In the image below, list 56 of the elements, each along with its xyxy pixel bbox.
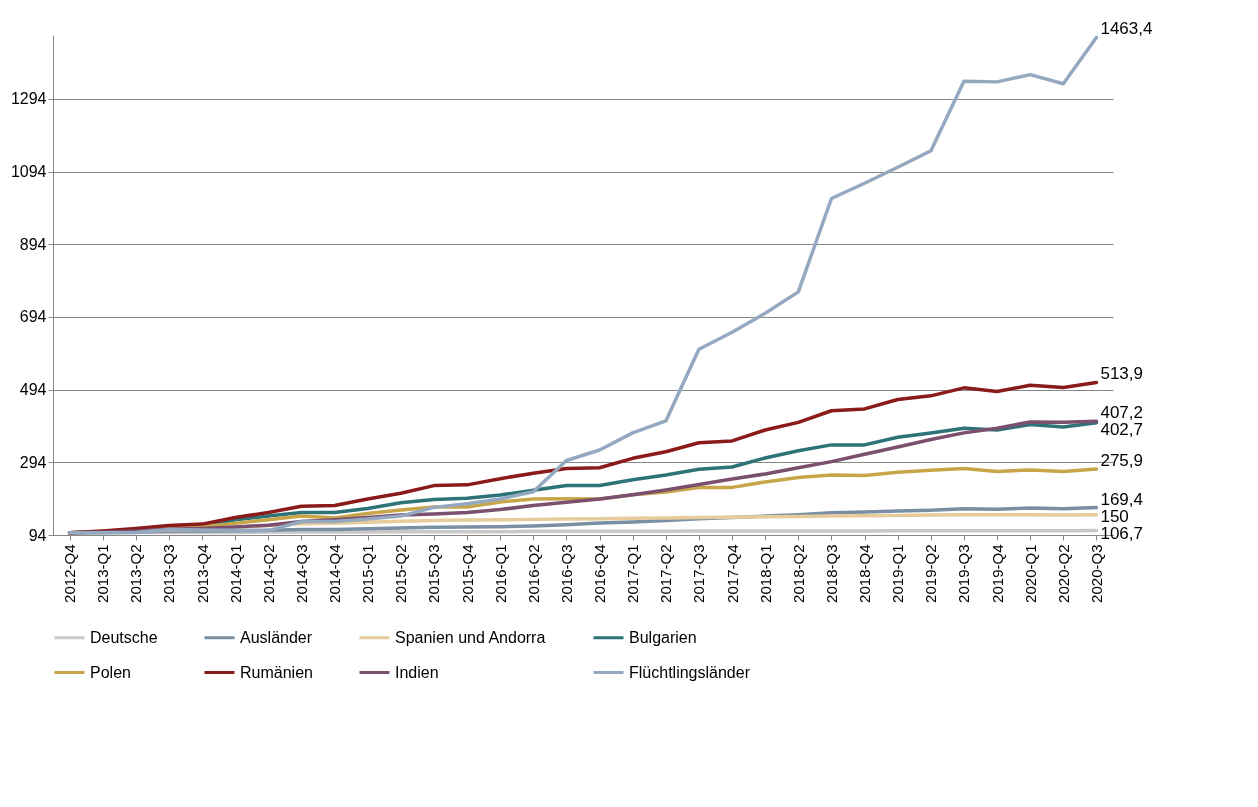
y-tick-label: 294 — [19, 453, 47, 471]
x-tick-label: 2015-Q1 — [359, 544, 377, 603]
data-label: 169,4 — [1100, 489, 1143, 509]
x-tick-label: 2013-Q4 — [193, 544, 211, 603]
x-tick-label: 2013-Q2 — [127, 544, 145, 603]
legend-label: Spanien und Andorra — [395, 628, 546, 646]
x-tick-label: 2015-Q2 — [392, 544, 410, 603]
x-tick-label: 2013-Q3 — [160, 544, 178, 603]
legend-label: Deutsche — [90, 628, 158, 646]
y-tick-label: 94 — [28, 526, 47, 544]
data-label: 150 — [1100, 506, 1129, 526]
y-tick-label: 494 — [19, 381, 47, 399]
x-tick-label: 2014-Q1 — [226, 544, 244, 603]
legend-label: Flüchtlingsländer — [629, 663, 751, 681]
data-label: 275,9 — [1100, 450, 1143, 470]
x-tick-label: 2016-Q3 — [557, 544, 575, 603]
x-tick-label: 2015-Q3 — [425, 544, 443, 603]
data-label: 1463,4 — [1100, 19, 1153, 39]
data-label: 402,7 — [1100, 420, 1143, 440]
x-tick-label: 2017-Q1 — [624, 544, 642, 603]
x-tick-label: 2013-Q1 — [94, 544, 112, 603]
x-tick-label: 2020-Q1 — [1021, 544, 1039, 603]
x-tick-label: 2015-Q4 — [458, 544, 476, 603]
y-tick-label: 1294 — [10, 90, 47, 108]
data-label: 106,7 — [1100, 523, 1143, 543]
x-tick-label: 2016-Q4 — [591, 544, 609, 603]
x-tick-label: 2019-Q2 — [922, 544, 940, 603]
x-tick-label: 2018-Q2 — [789, 544, 807, 603]
data-label: 407,2 — [1100, 403, 1143, 423]
x-tick-label: 2016-Q1 — [491, 544, 509, 603]
x-tick-label: 2016-Q2 — [524, 544, 542, 603]
x-tick-label: 2018-Q4 — [856, 544, 874, 603]
legend-label: Indien — [395, 663, 439, 681]
x-tick-label: 2014-Q2 — [259, 544, 277, 603]
legend-label: Bulgarien — [629, 628, 697, 646]
x-tick-label: 2017-Q2 — [657, 544, 675, 603]
x-tick-label: 2017-Q3 — [690, 544, 708, 603]
legend-label: Polen — [90, 663, 131, 681]
line-series — [67, 35, 1099, 535]
y-tick-label: 694 — [19, 308, 47, 326]
x-tick-label: 2014-Q4 — [326, 544, 344, 603]
x-tick-label: 2017-Q4 — [723, 544, 741, 603]
data-label: 513,9 — [1100, 364, 1143, 384]
legend-label: Rumänien — [240, 663, 313, 681]
y-tick-label: 894 — [19, 235, 47, 253]
y-tick-label: 1094 — [10, 163, 47, 181]
x-tick-label: 2012-Q4 — [61, 544, 79, 603]
x-tick-label: 2014-Q3 — [292, 544, 310, 603]
x-tick-label: 2019-Q1 — [889, 544, 907, 603]
x-tick-label: 2019-Q4 — [988, 544, 1006, 603]
legend-label: Ausländer — [240, 628, 313, 646]
x-tick-label: 2018-Q3 — [822, 544, 840, 603]
x-tick-label: 2020-Q2 — [1054, 544, 1072, 603]
x-tick-label: 2020-Q3 — [1087, 544, 1105, 603]
x-tick-label: 2018-Q1 — [756, 544, 774, 603]
x-tick-label: 2019-Q3 — [955, 544, 973, 603]
